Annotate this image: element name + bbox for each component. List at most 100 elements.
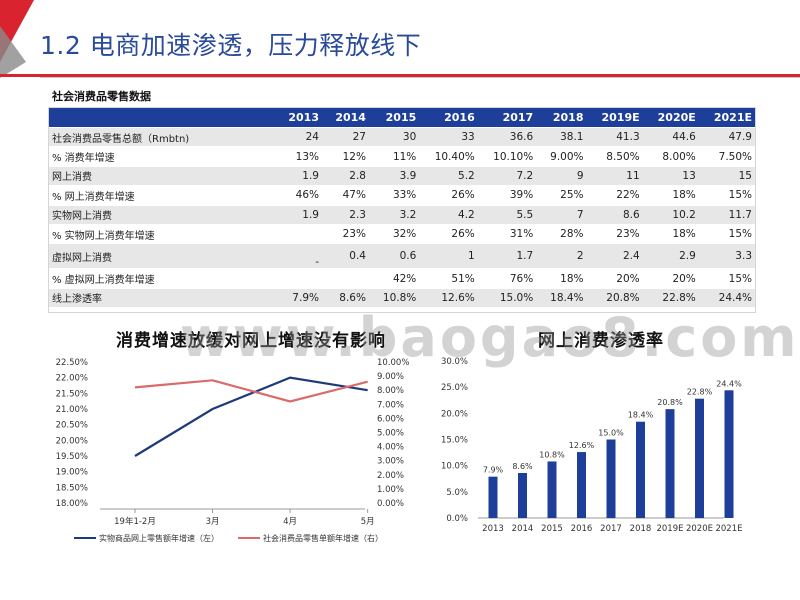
left-axis-tick-label: 22.00% — [56, 374, 88, 384]
table-cell: 30 — [369, 126, 421, 148]
bar-chart: 0.0% 5.0% 10.0% 15.0% 20.0% 25.0% 30.0% 7.9% 201… — [441, 357, 743, 534]
table-cell: 42% — [369, 268, 421, 289]
row-label: 网上消费 — [48, 165, 276, 187]
table-cell: 51% — [420, 268, 479, 289]
table-cell: 10.10% — [478, 146, 538, 167]
x-axis-tick-label: 19年1-2月 — [114, 516, 156, 527]
table-row: % 网上消费年增速 46% 47% 33% 26% 39% 25% 22% 18% 15% — [48, 185, 756, 206]
table-cell: 20.8% — [587, 287, 644, 309]
table-cell: 2.4 — [587, 243, 644, 270]
table-row: % 虚拟网上消费年增速 42% 51% 76% 18% 20% 20% 15% — [48, 268, 756, 289]
table-cell: 20% — [643, 268, 700, 289]
right-axis-tick-label: 3.00% — [377, 457, 404, 467]
row-label: 实物网上消费 — [48, 204, 276, 225]
y-axis-tick-label: 0.0% — [446, 514, 468, 524]
table-cell: 18% — [537, 268, 588, 289]
left-axis-tick-label: 18.50% — [56, 483, 88, 493]
table-cell: 8.50% — [587, 146, 644, 167]
table-cell: 47% — [322, 185, 370, 206]
table-row: 线上渗透率 7.9% 8.6% 10.8% 12.6% 15.0% 18.4% 20.8% 22… — [48, 287, 756, 309]
table-cell — [276, 223, 323, 245]
table-cell: 15 — [699, 165, 756, 187]
column-header: 2016 — [420, 107, 479, 128]
bar — [695, 398, 704, 518]
table-cell: 46% — [276, 185, 323, 206]
column-header: 2018 — [537, 107, 588, 128]
right-axis-tick-label: 5.00% — [377, 429, 404, 439]
left-axis-tick-label: 18.00% — [56, 499, 88, 509]
table-cell: 38.1 — [537, 126, 588, 148]
row-label: 社会消费品零售总额（Rmbtn) — [48, 126, 276, 148]
table-cell: 0.4 — [322, 243, 370, 270]
left-axis-tick-label: 21.50% — [56, 389, 88, 399]
table-cell: 11.7 — [699, 204, 756, 225]
row-label: 线上渗透率 — [48, 287, 276, 309]
table-cell: 15% — [699, 223, 756, 245]
x-axis-tick-label: 4月 — [283, 517, 297, 527]
table-cell: 11% — [369, 146, 421, 167]
bar-data-label: 24.4% — [716, 379, 742, 388]
column-header: 2013 — [276, 107, 323, 128]
table-cell: 5.2 — [420, 165, 479, 187]
bar-data-label: 18.4% — [628, 411, 654, 420]
column-header: 2020E — [643, 107, 700, 128]
bar-data-label: 12.6% — [569, 441, 595, 450]
bar-data-label: 22.8% — [687, 388, 713, 397]
right-axis-tick-label: 6.00% — [377, 414, 404, 424]
column-header: 2014 — [322, 107, 370, 128]
table-cell: 24 — [276, 126, 323, 148]
table-cell: 15% — [699, 268, 756, 289]
table-cell: 3.9 — [369, 165, 421, 187]
table-cell: 27 — [322, 126, 370, 148]
table-cell: 1.7 — [478, 243, 538, 270]
retail-data-table: 2013 2014 2015 2016 2017 2018 2019E 2020… — [48, 107, 756, 328]
table-cell: 3.2 — [369, 204, 421, 225]
table-cell: 32% — [369, 223, 421, 245]
left-axis-tick-label: 20.50% — [56, 421, 88, 431]
table-cell: 18% — [643, 185, 700, 206]
table-cell: 31% — [478, 223, 538, 245]
right-axis-tick-label: 1.00% — [377, 485, 404, 495]
table-row: % 实物网上消费年增速 23% 32% 26% 31% 28% 23% 18% 15% — [48, 223, 756, 245]
table-cell: 10.8% — [369, 287, 421, 309]
row-label: 虚拟网上消费 — [48, 243, 276, 270]
table-spacer-row — [48, 307, 756, 328]
table-cell: 9 — [537, 165, 588, 187]
right-axis-tick-label: 9.00% — [377, 372, 404, 382]
right-axis-tick-label: 7.00% — [377, 400, 404, 410]
table-cell: 22% — [587, 185, 644, 206]
slide-title: 1.2 电商加速渗透，压力释放线下 — [40, 31, 422, 60]
column-header: 2021E — [699, 107, 756, 128]
table-cell: 8.00% — [643, 146, 700, 167]
table-cell: 5.5 — [478, 204, 538, 225]
bar — [665, 409, 675, 518]
table-cell: 39% — [478, 185, 538, 206]
table-cell: 25% — [537, 185, 588, 206]
slide-header-decoration — [0, 0, 34, 78]
table-row: % 消费年增速 13% 12% 11% 10.40% 10.10% 9.00% 8.50% 8.… — [48, 146, 756, 167]
bar-chart-title: 网上消费渗透率 — [538, 331, 664, 351]
table-header-row: 2013 2014 2015 2016 2017 2018 2019E 2020… — [48, 107, 756, 128]
table-cell: 7.9% — [276, 287, 323, 309]
table-row: 实物网上消费 1.9 2.3 3.2 4.2 5.5 7 8.6 10.2 11.7 — [48, 204, 756, 225]
table-cell — [276, 268, 323, 289]
table-cell: 1.9 — [276, 204, 323, 225]
table-cell: 15.0% — [478, 287, 538, 309]
table-cell: 28% — [537, 223, 588, 245]
bar — [518, 472, 527, 518]
legend-label: 实物商品网上零售额年增速（左） — [99, 533, 219, 543]
row-label: % 虚拟网上消费年增速 — [48, 268, 276, 289]
right-axis-tick-label: 2.00% — [377, 471, 404, 481]
table-cell: 7.2 — [478, 165, 538, 187]
table-cell: 1.9 — [276, 165, 323, 187]
table-cell: 15% — [699, 185, 756, 206]
x-axis-tick-label: 2016 — [571, 524, 593, 534]
x-axis-tick-label: 2019E — [656, 524, 683, 534]
right-axis-tick-label: 0.00% — [377, 499, 404, 509]
bar — [577, 452, 586, 518]
left-axis-tick-label: 20.00% — [56, 436, 88, 446]
table-cell: 26% — [420, 223, 479, 245]
table-cell: 12.6% — [420, 287, 479, 309]
table-cell: 23% — [587, 223, 644, 245]
y-axis-tick-label: 25.0% — [441, 383, 468, 393]
